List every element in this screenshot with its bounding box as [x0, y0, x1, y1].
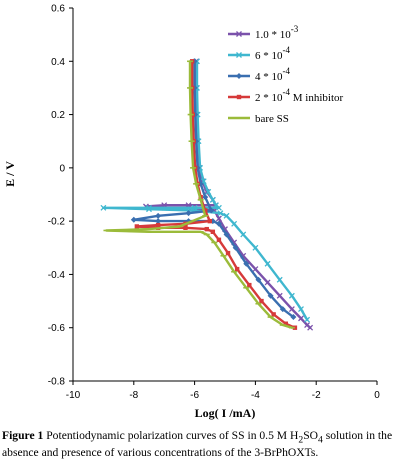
x-axis-title: Log( I /mA) [195, 406, 256, 420]
y-tick-label: 0.2 [51, 110, 65, 121]
data-point [217, 210, 224, 217]
data-point [100, 204, 107, 211]
data-point [288, 292, 295, 299]
data-point [146, 206, 152, 213]
data-point [292, 325, 298, 330]
data-point [207, 218, 212, 224]
data-point [240, 231, 247, 238]
data-point [247, 282, 252, 288]
caption-label: Figure 1 [2, 429, 44, 442]
legend-label: bare SS [255, 113, 289, 125]
caption-sub-1: 2 [298, 434, 304, 446]
data-point [155, 222, 161, 228]
data-point [185, 210, 192, 217]
series-line [135, 60, 297, 329]
y-tick-label: -0.4 [48, 270, 66, 281]
axes: 0.6 0.4 0.2 0 -0.2 -0.4 -0.6 -0.8-10 -8 -6 -4 -2 0 [48, 4, 380, 402]
figure-caption: Figure 1 Potentiodynamic polarization cu… [2, 429, 414, 459]
data-point [307, 324, 314, 331]
legend-marker [236, 52, 242, 58]
data-point [232, 244, 239, 251]
x-tick-label: -4 [251, 390, 260, 401]
data-point [215, 204, 222, 211]
y-tick-label: -0.2 [48, 217, 66, 228]
data-point [255, 276, 262, 283]
y-tick-label: 0 [59, 163, 65, 174]
x-tick-label: -8 [129, 390, 138, 401]
data-point [252, 266, 259, 273]
series-line [132, 60, 295, 319]
data-point [155, 218, 162, 225]
data-point [243, 260, 250, 267]
caption-text-part3: solution in the absence and presence of … [2, 429, 393, 460]
data-point [283, 321, 288, 326]
polarization-chart: 0.6 0.4 0.2 0 -0.2 -0.4 -0.6 -0.8-10 -8 -6 -4 -2 0 1… [3, 4, 380, 421]
data-point [304, 316, 311, 323]
data-point [267, 292, 274, 299]
legend-marker [236, 31, 242, 37]
y-tick-label: 0.4 [51, 57, 65, 68]
legend: 1.0 * 10-3 6 * 10-4 4 * 10-4 2 * 10-4 M inh… [228, 24, 344, 125]
legend-item-5: bare SS [228, 113, 289, 125]
data-point [271, 312, 276, 317]
data-point [203, 208, 208, 213]
legend-item-3: 4 * 10-4 [228, 66, 290, 83]
data-point [298, 315, 304, 322]
data-point [279, 306, 286, 313]
caption-text-part1: Potentiodynamic polarization curves of S… [43, 429, 299, 442]
y-tick-label: 0.6 [51, 4, 65, 15]
data-point [204, 226, 209, 232]
data-point [134, 224, 140, 229]
data-point [276, 276, 283, 283]
data-point [298, 306, 304, 313]
data-point [223, 212, 230, 219]
x-tick-label: -6 [190, 390, 199, 401]
data-point [234, 266, 240, 272]
legend-label: 2 * 10-4 M inhibitor [255, 87, 344, 104]
legend-marker [236, 73, 242, 79]
legend-label: 4 * 10-4 [255, 66, 290, 83]
data-point [264, 260, 271, 267]
data-point [225, 250, 231, 256]
x-tick-label: -2 [312, 390, 321, 401]
legend-item-2: 6 * 10-4 [228, 45, 290, 62]
data-point [155, 212, 162, 219]
y-tick-label: -0.8 [48, 377, 66, 388]
data-point [276, 292, 283, 299]
data-point [205, 188, 212, 195]
data-point [231, 220, 238, 227]
x-tick-label: -10 [66, 390, 81, 401]
x-tick-label: 0 [374, 390, 380, 401]
data-point [215, 220, 222, 227]
data-point [202, 194, 209, 201]
legend-item-4: 2 * 10-4 M inhibitor [228, 87, 344, 104]
data-point [209, 196, 216, 203]
caption-text-part2: SO [303, 429, 319, 442]
data-point [216, 237, 222, 242]
data-point [252, 244, 259, 251]
data-point [215, 215, 222, 222]
data-point [208, 207, 215, 214]
caption-sub-2: 4 [318, 434, 323, 446]
series-5 [103, 60, 295, 329]
legend-marker [236, 94, 242, 100]
legend-label: 6 * 10-4 [255, 45, 290, 62]
series-layer [100, 58, 314, 331]
data-point [223, 231, 230, 238]
data-point [259, 298, 264, 304]
y-tick-label: -0.6 [48, 323, 66, 334]
data-point [290, 314, 297, 321]
data-point [130, 216, 137, 223]
data-point [210, 229, 216, 234]
data-point [264, 279, 271, 286]
legend-item-1: 1.0 * 10-3 [228, 24, 299, 41]
data-point [146, 204, 152, 211]
legend-label: 1.0 * 10-3 [255, 24, 299, 41]
y-axis-title: E / V [3, 161, 17, 187]
data-point [183, 225, 188, 231]
data-point [288, 306, 295, 313]
